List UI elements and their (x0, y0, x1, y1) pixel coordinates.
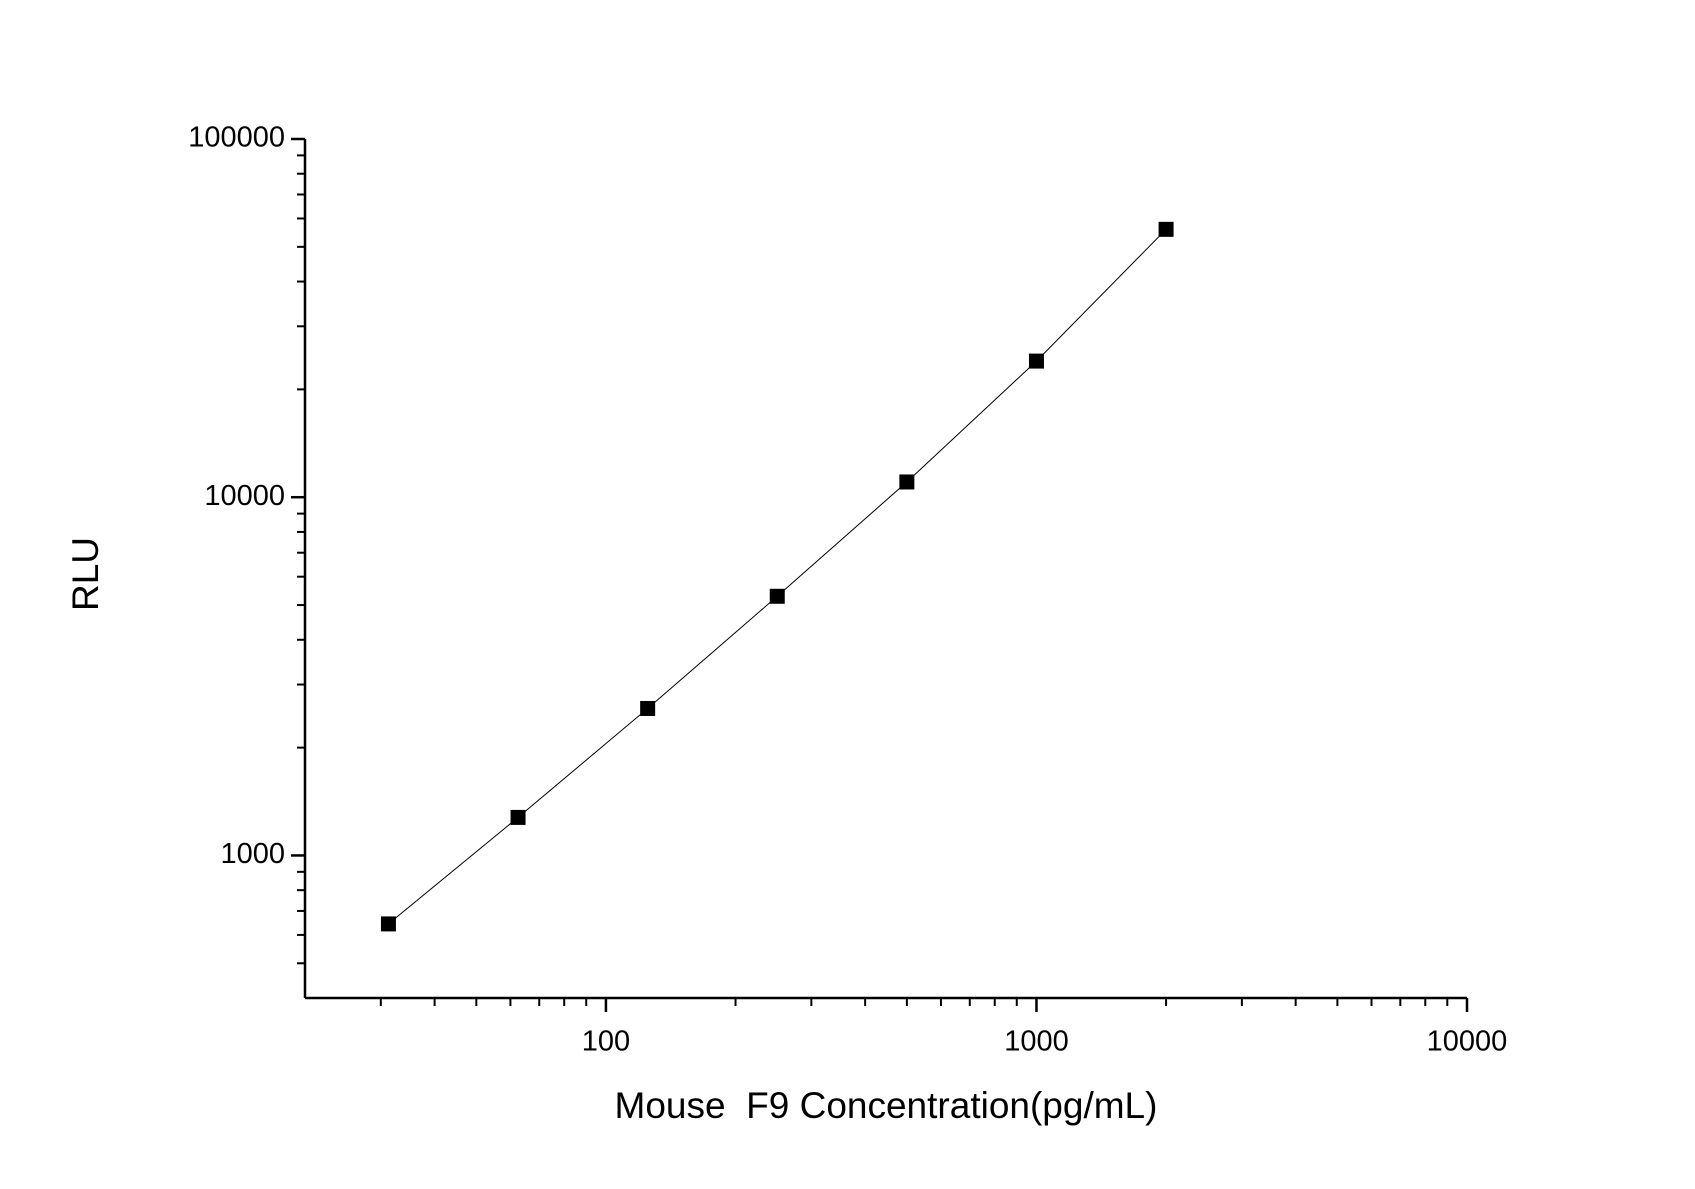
x-axis-label: Mouse F9 Concentration(pg/mL) (615, 1085, 1158, 1126)
y-tick-label: 10000 (204, 480, 285, 512)
x-tick-label: 100 (582, 1026, 630, 1058)
data-point (380, 916, 396, 932)
data-point (769, 588, 785, 604)
y-axis-label: RLU (65, 537, 106, 611)
x-tick-label: 10000 (1427, 1026, 1508, 1058)
y-tick-label: 1000 (220, 838, 285, 870)
data-point (1158, 221, 1174, 237)
data-point (899, 474, 915, 490)
data-point (640, 700, 656, 716)
data-point (1028, 353, 1044, 369)
y-tick-label: 100000 (188, 122, 285, 154)
data-point (510, 809, 526, 825)
x-tick-label: 1000 (1004, 1026, 1069, 1058)
fit-line (388, 228, 1167, 925)
